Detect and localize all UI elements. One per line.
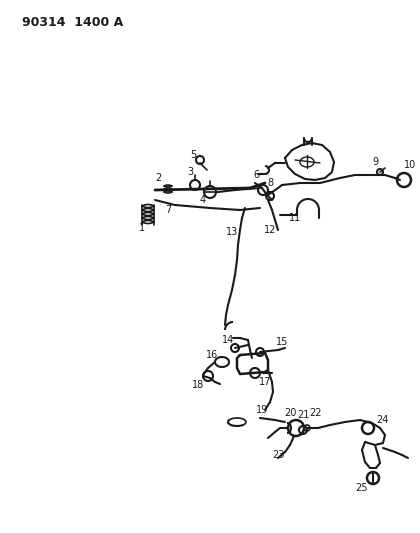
Text: 9: 9 <box>372 157 378 167</box>
Text: 4: 4 <box>200 195 206 205</box>
Text: 90314  1400 A: 90314 1400 A <box>22 16 123 29</box>
Text: 23: 23 <box>272 450 284 460</box>
Text: 13: 13 <box>226 227 238 237</box>
Text: 15: 15 <box>276 337 288 347</box>
Text: 3: 3 <box>187 167 193 177</box>
Text: 24: 24 <box>376 415 388 425</box>
Text: 8: 8 <box>267 178 273 188</box>
Text: 14: 14 <box>222 335 234 345</box>
Text: 25: 25 <box>356 483 368 493</box>
Text: 11: 11 <box>289 213 301 223</box>
Text: 5: 5 <box>190 150 196 160</box>
Text: 17: 17 <box>259 377 271 387</box>
Text: 2: 2 <box>155 173 161 183</box>
Text: 20: 20 <box>284 408 296 418</box>
Text: 12: 12 <box>264 225 276 235</box>
Text: 18: 18 <box>192 380 204 390</box>
Text: 1: 1 <box>139 223 145 233</box>
Text: 21: 21 <box>297 410 309 420</box>
Text: 6: 6 <box>253 170 259 180</box>
Text: 7: 7 <box>165 205 171 215</box>
Text: 16: 16 <box>206 350 218 360</box>
Text: 10: 10 <box>404 160 416 170</box>
Text: 19: 19 <box>256 405 268 415</box>
Text: 22: 22 <box>309 408 321 418</box>
